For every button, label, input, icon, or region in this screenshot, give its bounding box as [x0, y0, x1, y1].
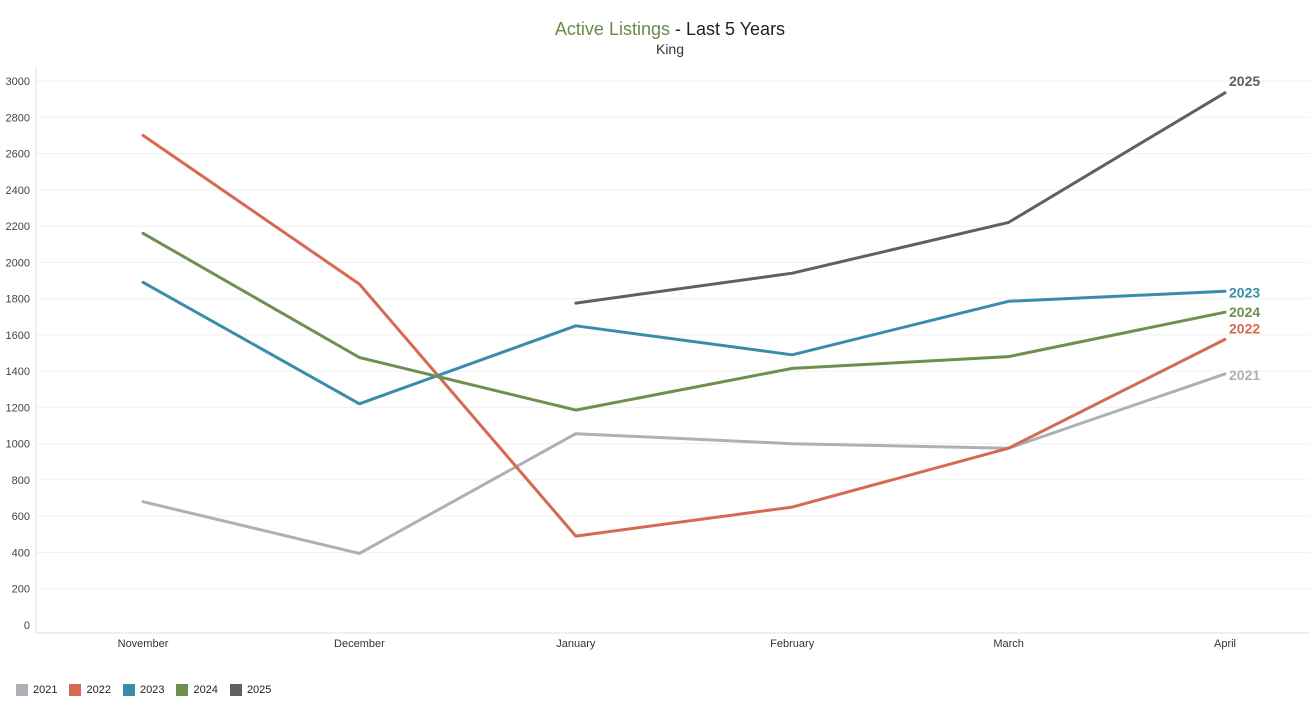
legend-swatch [122, 684, 135, 696]
series-line-2022 [141, 133, 1227, 538]
legend-item-2021[interactable]: 2021 [16, 684, 57, 696]
series-line-2025 [574, 91, 1227, 305]
series-end-labels: 2021 2022 2023 2024 2025 [1229, 73, 1260, 383]
legend-swatch [229, 684, 242, 696]
x-tick-label: January [556, 638, 596, 650]
x-tick-label: April [1214, 638, 1236, 650]
chart-title-accent: Active Listings [554, 19, 670, 39]
legend-label: 2021 [33, 684, 58, 696]
series-line-2021 [141, 372, 1227, 555]
chart-title: Active Listings - Last 5 Years [0, 18, 1314, 40]
y-tick-label: 2600 [6, 149, 30, 161]
legend-swatch [16, 684, 28, 696]
line-chart: 0 200 400 600 800 1000 1200 1400 1600 1800 2000 220… [6, 66, 1310, 650]
y-tick-label: 1800 [6, 294, 30, 306]
y-tick-label: 1400 [6, 366, 30, 378]
x-tick-label: November [118, 638, 169, 650]
y-tick-label: 1600 [6, 330, 30, 342]
y-axis-ticks: 0 200 400 600 800 1000 1200 1400 1600 1800 2000 220… [6, 76, 30, 632]
legend-item-2025[interactable]: 2025 [229, 684, 272, 696]
chart-title-block: Active Listings - Last 5 Years King [0, 18, 1314, 58]
legend-swatch [176, 684, 189, 696]
legend-label: 2023 [139, 684, 165, 696]
chart-subtitle: King [655, 41, 685, 57]
y-tick-label: 2800 [6, 112, 30, 124]
legend-item-2024[interactable]: 2024 [176, 684, 218, 696]
series-end-label-2022: 2022 [1229, 320, 1260, 336]
axes [35, 66, 1310, 634]
chart-title-rest: - Last 5 Years [669, 19, 786, 39]
series-lines [141, 91, 1227, 555]
series-end-label-2025: 2025 [1229, 73, 1260, 89]
legend-item-2023[interactable]: 2023 [122, 684, 165, 696]
y-tick-label: 400 [12, 547, 30, 559]
x-axis-ticks: November December January February March Apri… [118, 638, 1236, 650]
y-tick-label: 2200 [6, 221, 30, 233]
series-line-2023 [141, 280, 1227, 406]
y-tick-label: 1200 [6, 402, 30, 414]
y-tick-label: 0 [24, 620, 30, 632]
y-tick-label: 2400 [6, 185, 30, 197]
x-tick-label: December [334, 638, 385, 650]
y-tick-label: 3000 [6, 76, 30, 88]
y-tick-label: 600 [12, 511, 30, 523]
legend-label: 2025 [246, 684, 272, 696]
series-end-label-2021: 2021 [1229, 367, 1260, 383]
series-end-label-2023: 2023 [1229, 284, 1260, 300]
legend-swatch [69, 684, 82, 696]
series-line-2024 [141, 231, 1227, 412]
x-tick-label: February [770, 638, 815, 650]
x-tick-label: March [993, 638, 1024, 650]
y-tick-label: 1000 [6, 439, 30, 451]
series-end-label-2024: 2024 [1229, 304, 1260, 320]
legend-item-2022[interactable]: 2022 [69, 684, 111, 696]
y-tick-label: 800 [12, 475, 30, 487]
legend-label: 2022 [86, 684, 111, 696]
legend: 2021 2022 2023 2024 2025 [16, 684, 271, 696]
y-tick-label: 200 [12, 584, 30, 596]
legend-label: 2024 [193, 684, 218, 696]
y-tick-label: 2000 [6, 257, 30, 269]
